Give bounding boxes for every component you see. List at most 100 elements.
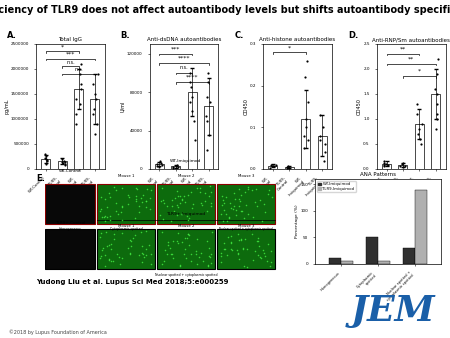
Point [72, 121, 80, 127]
Point [176, 263, 184, 269]
Point [96, 256, 104, 261]
Text: ***: *** [66, 52, 75, 57]
Point [179, 198, 186, 203]
Point [243, 246, 251, 252]
Text: C.: C. [234, 31, 243, 41]
Point [112, 209, 119, 214]
Point [102, 197, 109, 202]
Bar [45, 184, 94, 224]
Bar [97, 229, 155, 269]
Point [227, 239, 234, 245]
Point [163, 251, 171, 257]
Point [418, 141, 425, 147]
Y-axis label: pg/mL: pg/mL [4, 99, 9, 114]
Point [252, 186, 260, 191]
Point [128, 238, 135, 244]
Point [217, 251, 225, 256]
Point [170, 165, 177, 171]
Point [170, 255, 177, 260]
Point [180, 193, 187, 198]
Title: Anti-RNP/Sm autoantibodies: Anti-RNP/Sm autoantibodies [372, 37, 450, 42]
Point [401, 164, 408, 169]
Point [173, 188, 180, 193]
Point [198, 250, 205, 256]
Point [143, 252, 150, 258]
Text: D.: D. [348, 31, 358, 41]
Point [155, 164, 162, 170]
Point [177, 211, 184, 217]
Point [243, 264, 250, 269]
Point [181, 236, 188, 241]
Point [126, 252, 134, 257]
Point [92, 96, 99, 102]
Text: WT-Control: WT-Control [58, 169, 81, 172]
Bar [45, 229, 94, 269]
Point [193, 249, 200, 254]
Point [203, 118, 211, 124]
Point [220, 207, 228, 213]
Text: Mouse 1: Mouse 1 [117, 174, 134, 178]
Point [103, 230, 110, 235]
Y-axis label: U/ml: U/ml [121, 101, 126, 112]
Point [416, 136, 423, 142]
Text: Mouse 3: Mouse 3 [238, 174, 254, 178]
Bar [329, 258, 341, 264]
Point [173, 238, 180, 243]
Point [138, 200, 145, 205]
Bar [285, 167, 294, 169]
Point [181, 200, 189, 205]
Point [319, 125, 326, 130]
Text: n.s.: n.s. [180, 65, 188, 70]
Point [179, 196, 186, 202]
Point [260, 250, 267, 255]
Text: Deficiency of TLR9 does not affect autoantibody levels but shifts autoantibody s: Deficiency of TLR9 does not affect autoa… [0, 5, 450, 15]
Point [143, 246, 150, 251]
Text: Mouse 1: Mouse 1 [117, 224, 134, 228]
Point [254, 252, 261, 258]
Point [218, 212, 225, 217]
Point [227, 206, 234, 211]
Point [168, 203, 176, 209]
Point [222, 194, 230, 200]
Point [180, 251, 188, 257]
Point [184, 235, 191, 241]
Bar [378, 261, 390, 264]
Text: ©2018 by Lupus Foundation of America: ©2018 by Lupus Foundation of America [9, 329, 107, 335]
Point [316, 133, 323, 138]
Bar [382, 164, 391, 169]
Point [264, 258, 271, 264]
Point [269, 164, 276, 169]
Point [96, 234, 104, 239]
Point [174, 204, 181, 210]
Point [189, 94, 196, 100]
Point [304, 137, 311, 143]
Point [194, 262, 201, 267]
Point [432, 126, 439, 132]
Bar [90, 99, 99, 169]
Point [267, 165, 274, 170]
Point [229, 248, 236, 253]
Point [302, 116, 309, 122]
Point [117, 210, 124, 215]
Point [107, 217, 114, 223]
Point [194, 185, 201, 191]
Point [415, 126, 423, 132]
Point [61, 162, 68, 168]
Point [413, 111, 420, 117]
Point [187, 80, 194, 85]
Point [224, 219, 231, 224]
Point [251, 248, 258, 253]
Point [204, 147, 211, 152]
Point [227, 200, 234, 206]
Point [218, 202, 225, 208]
Point [169, 164, 176, 169]
Text: n.s.: n.s. [66, 60, 75, 65]
Point [194, 236, 201, 241]
Point [125, 245, 132, 250]
Bar [301, 119, 310, 169]
Point [76, 71, 84, 77]
Point [255, 239, 262, 244]
Bar [188, 92, 197, 169]
Point [184, 231, 192, 236]
Point [91, 91, 99, 97]
